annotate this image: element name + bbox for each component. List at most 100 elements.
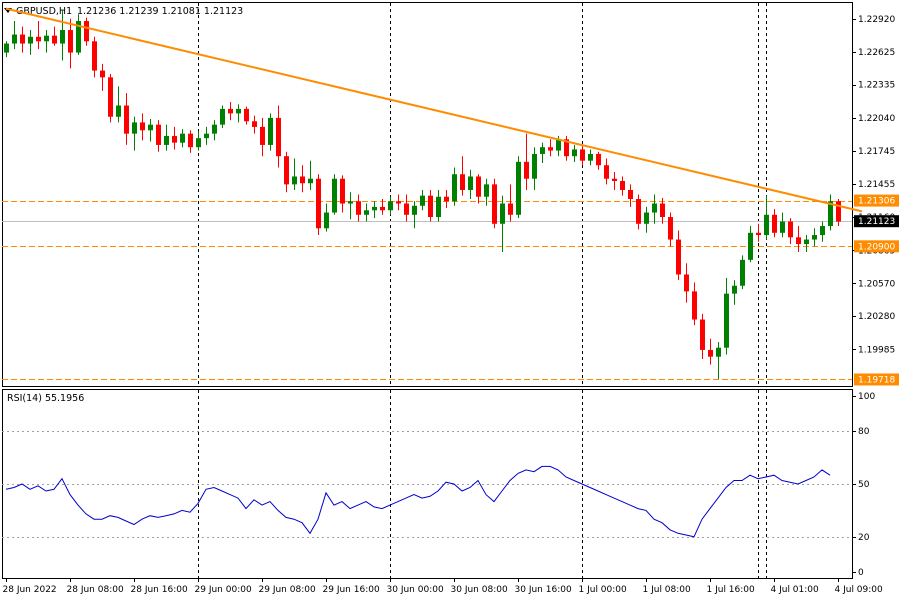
candle-body — [588, 153, 593, 161]
candle-body — [148, 124, 153, 131]
level-price-label: 1.19718 — [858, 375, 895, 385]
candle — [4, 41, 9, 58]
candle-body — [108, 77, 113, 117]
candle — [668, 212, 673, 247]
candle — [364, 203, 369, 222]
candle — [636, 194, 641, 230]
candle — [740, 255, 745, 290]
candle — [548, 139, 553, 157]
candle-body — [372, 206, 377, 211]
candle — [620, 176, 625, 196]
candle-body — [180, 133, 185, 143]
candle-body — [68, 30, 73, 53]
candle-body — [396, 201, 401, 204]
candle-body — [188, 133, 193, 148]
candle — [300, 165, 305, 193]
candle — [756, 223, 761, 242]
candle — [444, 189, 449, 209]
time-tick-label: 30 Jun 08:00 — [451, 585, 508, 595]
price-tick-label: 1.22335 — [858, 81, 895, 91]
candle — [588, 149, 593, 166]
candle — [92, 36, 97, 78]
candle — [564, 135, 569, 161]
candle-body — [28, 36, 33, 44]
candle — [732, 280, 737, 305]
candle-body — [684, 274, 689, 292]
candle — [788, 218, 793, 245]
candle-body — [292, 176, 297, 185]
candle-body — [540, 147, 545, 154]
level-price-label-bg — [854, 240, 899, 253]
candle-body — [84, 21, 89, 42]
candle — [596, 151, 601, 170]
candle-body — [436, 196, 441, 218]
trendline-layer — [5, 7, 863, 213]
candle — [340, 175, 345, 213]
rsi-tick-label: 80 — [858, 427, 870, 437]
candle-body — [484, 184, 489, 197]
candle — [780, 212, 785, 238]
candle-body — [380, 206, 385, 211]
price-level-labels: 1.21306 1.20900 1.19718 1.21123 — [854, 194, 899, 386]
price-panel-frame — [2, 2, 853, 387]
ohlc-readout: 1.21236 1.21239 1.21081 1.21123 — [77, 6, 243, 17]
candle-body — [828, 201, 833, 227]
candle — [700, 313, 705, 359]
candle — [220, 105, 225, 129]
candle-body — [756, 232, 761, 236]
candle — [324, 203, 329, 232]
candle — [644, 206, 649, 233]
candle-body — [748, 232, 753, 260]
candle — [468, 169, 473, 200]
candle — [804, 235, 809, 252]
rsi-axis: 100 80 50 20 0 — [852, 392, 875, 578]
candle-body — [764, 214, 769, 236]
time-tick-label: 28 Jun 16:00 — [131, 585, 188, 595]
candle-body — [452, 174, 457, 202]
candle-body — [516, 161, 521, 215]
candle — [108, 73, 113, 123]
trendline[interactable] — [5, 7, 863, 213]
candle — [228, 102, 233, 121]
candle — [164, 124, 169, 151]
time-tick-label: 30 Jun 16:00 — [515, 585, 572, 595]
candle-body — [92, 41, 97, 71]
candle-body — [740, 259, 745, 286]
candle — [540, 142, 545, 163]
candle-body — [260, 126, 265, 145]
candle — [316, 174, 321, 236]
candle — [812, 228, 817, 247]
candle-body — [76, 21, 81, 53]
candle-body — [564, 139, 569, 157]
candle — [116, 86, 121, 123]
candle-body — [500, 203, 505, 224]
candle-body — [12, 34, 17, 44]
candle — [348, 192, 353, 220]
candles — [4, 9, 841, 380]
candle-body — [532, 153, 537, 179]
candle — [476, 174, 481, 204]
candle — [236, 104, 241, 123]
candle — [796, 226, 801, 252]
rsi-tick-label: 50 — [858, 480, 870, 490]
candle-body — [140, 122, 145, 131]
candle-body — [348, 201, 353, 204]
candle-body — [172, 135, 177, 143]
candle — [524, 133, 529, 190]
candle-body — [252, 121, 257, 127]
current-price-label: 1.21123 — [858, 217, 895, 227]
candle-body — [444, 196, 449, 202]
candle — [404, 194, 409, 222]
candle-body — [332, 178, 337, 213]
candle-body — [300, 176, 305, 184]
candle — [284, 151, 289, 193]
candle-body — [708, 349, 713, 357]
time-tick-label: 28 Jun 08:00 — [67, 585, 124, 595]
candle — [612, 171, 617, 190]
candle — [484, 178, 489, 206]
candle-body — [492, 184, 497, 224]
candle-body — [812, 235, 817, 240]
candle-body — [644, 212, 649, 224]
